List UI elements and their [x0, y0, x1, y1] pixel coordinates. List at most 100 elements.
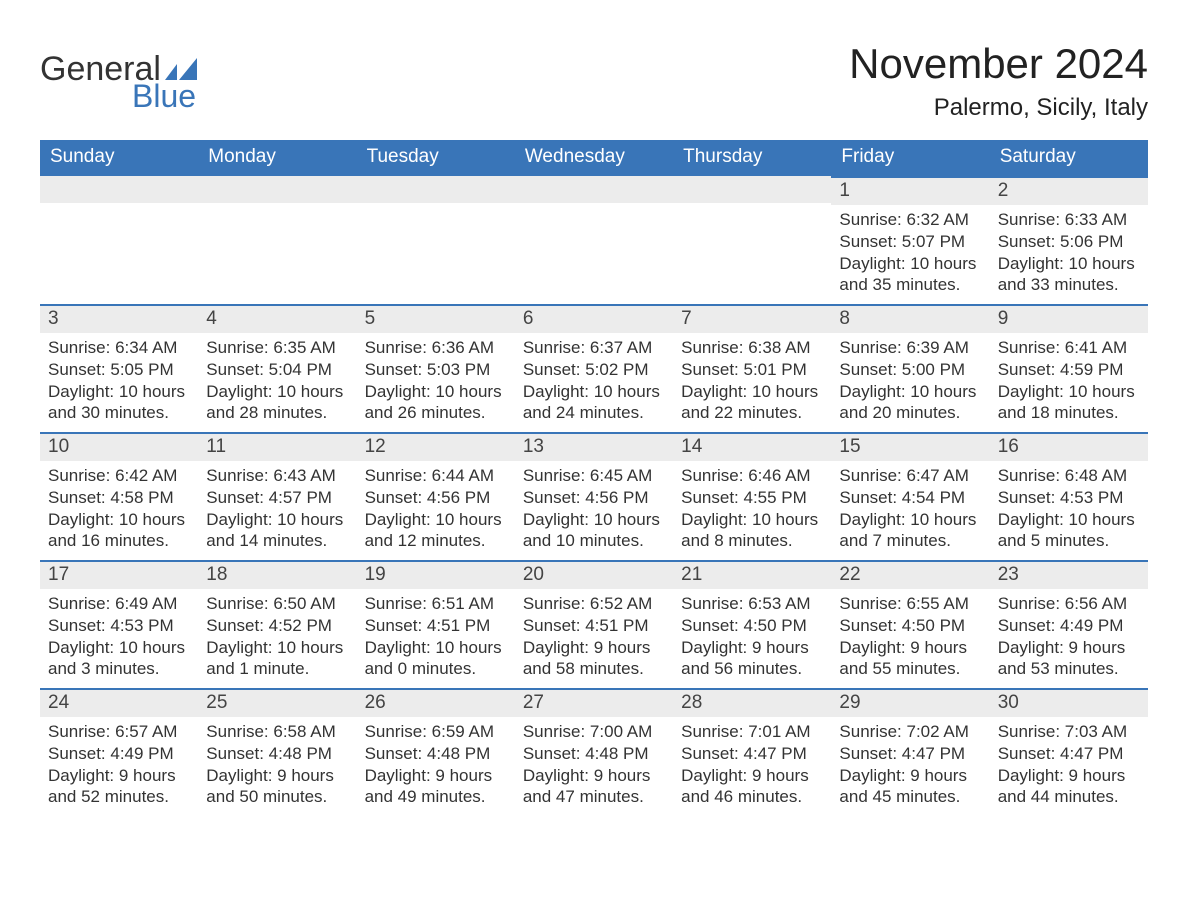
day-number: 7: [673, 306, 831, 333]
day-details: Sunrise: 6:50 AMSunset: 4:52 PMDaylight:…: [198, 589, 356, 688]
weekday-header: Friday: [831, 140, 989, 176]
day-details: Sunrise: 6:59 AMSunset: 4:48 PMDaylight:…: [357, 717, 515, 816]
day-number: 2: [990, 178, 1148, 205]
day-details: Sunrise: 7:00 AMSunset: 4:48 PMDaylight:…: [515, 717, 673, 816]
weekday-header: Tuesday: [357, 140, 515, 176]
header: General Blue November 2024 Palermo, Sici…: [40, 40, 1148, 122]
day-details: Sunrise: 7:02 AMSunset: 4:47 PMDaylight:…: [831, 717, 989, 816]
day-details: Sunrise: 6:32 AMSunset: 5:07 PMDaylight:…: [831, 205, 989, 304]
day-number: 16: [990, 434, 1148, 461]
calendar-cell-empty: [357, 176, 515, 304]
day-details: Sunrise: 6:53 AMSunset: 4:50 PMDaylight:…: [673, 589, 831, 688]
day-number: 27: [515, 690, 673, 717]
day-details: Sunrise: 6:57 AMSunset: 4:49 PMDaylight:…: [40, 717, 198, 816]
day-number: 8: [831, 306, 989, 333]
day-number: 5: [357, 306, 515, 333]
calendar-cell: 27Sunrise: 7:00 AMSunset: 4:48 PMDayligh…: [515, 688, 673, 816]
calendar-row: 10Sunrise: 6:42 AMSunset: 4:58 PMDayligh…: [40, 432, 1148, 560]
day-number: 20: [515, 562, 673, 589]
day-number: 24: [40, 690, 198, 717]
weekday-header: Monday: [198, 140, 356, 176]
calendar-cell: 14Sunrise: 6:46 AMSunset: 4:55 PMDayligh…: [673, 432, 831, 560]
calendar-cell: 21Sunrise: 6:53 AMSunset: 4:50 PMDayligh…: [673, 560, 831, 688]
calendar-cell: 13Sunrise: 6:45 AMSunset: 4:56 PMDayligh…: [515, 432, 673, 560]
day-number: 21: [673, 562, 831, 589]
calendar-cell: 24Sunrise: 6:57 AMSunset: 4:49 PMDayligh…: [40, 688, 198, 816]
day-number: 19: [357, 562, 515, 589]
day-details: Sunrise: 6:44 AMSunset: 4:56 PMDaylight:…: [357, 461, 515, 560]
calendar-cell-empty: [198, 176, 356, 304]
day-number: 28: [673, 690, 831, 717]
calendar-row: 1Sunrise: 6:32 AMSunset: 5:07 PMDaylight…: [40, 176, 1148, 304]
brand-logo: General Blue: [40, 52, 197, 112]
day-details: Sunrise: 6:38 AMSunset: 5:01 PMDaylight:…: [673, 333, 831, 432]
calendar-cell: 8Sunrise: 6:39 AMSunset: 5:00 PMDaylight…: [831, 304, 989, 432]
calendar-cell: 5Sunrise: 6:36 AMSunset: 5:03 PMDaylight…: [357, 304, 515, 432]
calendar-cell: 2Sunrise: 6:33 AMSunset: 5:06 PMDaylight…: [990, 176, 1148, 304]
day-details: Sunrise: 6:46 AMSunset: 4:55 PMDaylight:…: [673, 461, 831, 560]
weekday-header: Saturday: [990, 140, 1148, 176]
calendar-cell: 1Sunrise: 6:32 AMSunset: 5:07 PMDaylight…: [831, 176, 989, 304]
day-number: 22: [831, 562, 989, 589]
calendar-row: 17Sunrise: 6:49 AMSunset: 4:53 PMDayligh…: [40, 560, 1148, 688]
day-number: 13: [515, 434, 673, 461]
day-number: 12: [357, 434, 515, 461]
calendar-cell: 16Sunrise: 6:48 AMSunset: 4:53 PMDayligh…: [990, 432, 1148, 560]
calendar-cell-empty: [40, 176, 198, 304]
calendar-cell: 11Sunrise: 6:43 AMSunset: 4:57 PMDayligh…: [198, 432, 356, 560]
calendar-cell: 7Sunrise: 6:38 AMSunset: 5:01 PMDaylight…: [673, 304, 831, 432]
calendar-cell: 9Sunrise: 6:41 AMSunset: 4:59 PMDaylight…: [990, 304, 1148, 432]
day-details: Sunrise: 6:52 AMSunset: 4:51 PMDaylight:…: [515, 589, 673, 688]
day-number: 25: [198, 690, 356, 717]
calendar-cell: 15Sunrise: 6:47 AMSunset: 4:54 PMDayligh…: [831, 432, 989, 560]
brand-mark-icon: [165, 58, 197, 80]
day-details: Sunrise: 6:37 AMSunset: 5:02 PMDaylight:…: [515, 333, 673, 432]
day-number: 6: [515, 306, 673, 333]
day-details: Sunrise: 6:49 AMSunset: 4:53 PMDaylight:…: [40, 589, 198, 688]
day-details: Sunrise: 6:45 AMSunset: 4:56 PMDaylight:…: [515, 461, 673, 560]
weekday-header: Wednesday: [515, 140, 673, 176]
day-number-empty: [673, 176, 831, 203]
calendar-cell-empty: [673, 176, 831, 304]
day-number: 10: [40, 434, 198, 461]
day-number: 11: [198, 434, 356, 461]
calendar-table: SundayMondayTuesdayWednesdayThursdayFrid…: [40, 140, 1148, 816]
calendar-cell: 17Sunrise: 6:49 AMSunset: 4:53 PMDayligh…: [40, 560, 198, 688]
day-number: 18: [198, 562, 356, 589]
day-details: Sunrise: 7:03 AMSunset: 4:47 PMDaylight:…: [990, 717, 1148, 816]
day-details: Sunrise: 6:35 AMSunset: 5:04 PMDaylight:…: [198, 333, 356, 432]
day-number-empty: [515, 176, 673, 203]
day-number: 15: [831, 434, 989, 461]
day-number: 4: [198, 306, 356, 333]
day-details: Sunrise: 6:39 AMSunset: 5:00 PMDaylight:…: [831, 333, 989, 432]
day-details: Sunrise: 6:34 AMSunset: 5:05 PMDaylight:…: [40, 333, 198, 432]
day-number: 9: [990, 306, 1148, 333]
day-details: Sunrise: 6:36 AMSunset: 5:03 PMDaylight:…: [357, 333, 515, 432]
day-details: Sunrise: 7:01 AMSunset: 4:47 PMDaylight:…: [673, 717, 831, 816]
day-details: Sunrise: 6:55 AMSunset: 4:50 PMDaylight:…: [831, 589, 989, 688]
weekday-header: Sunday: [40, 140, 198, 176]
page-title: November 2024: [849, 40, 1148, 88]
calendar-cell: 25Sunrise: 6:58 AMSunset: 4:48 PMDayligh…: [198, 688, 356, 816]
day-details: Sunrise: 6:33 AMSunset: 5:06 PMDaylight:…: [990, 205, 1148, 304]
calendar-cell: 26Sunrise: 6:59 AMSunset: 4:48 PMDayligh…: [357, 688, 515, 816]
calendar-cell: 20Sunrise: 6:52 AMSunset: 4:51 PMDayligh…: [515, 560, 673, 688]
day-details: Sunrise: 6:48 AMSunset: 4:53 PMDaylight:…: [990, 461, 1148, 560]
day-number-empty: [198, 176, 356, 203]
calendar-row: 3Sunrise: 6:34 AMSunset: 5:05 PMDaylight…: [40, 304, 1148, 432]
day-number-empty: [357, 176, 515, 203]
day-details: Sunrise: 6:56 AMSunset: 4:49 PMDaylight:…: [990, 589, 1148, 688]
calendar-cell: 23Sunrise: 6:56 AMSunset: 4:49 PMDayligh…: [990, 560, 1148, 688]
weekday-header: Thursday: [673, 140, 831, 176]
day-number: 30: [990, 690, 1148, 717]
calendar-cell: 19Sunrise: 6:51 AMSunset: 4:51 PMDayligh…: [357, 560, 515, 688]
calendar-cell: 28Sunrise: 7:01 AMSunset: 4:47 PMDayligh…: [673, 688, 831, 816]
calendar-cell: 29Sunrise: 7:02 AMSunset: 4:47 PMDayligh…: [831, 688, 989, 816]
day-details: Sunrise: 6:43 AMSunset: 4:57 PMDaylight:…: [198, 461, 356, 560]
calendar-row: 24Sunrise: 6:57 AMSunset: 4:49 PMDayligh…: [40, 688, 1148, 816]
calendar-cell: 4Sunrise: 6:35 AMSunset: 5:04 PMDaylight…: [198, 304, 356, 432]
day-number: 29: [831, 690, 989, 717]
page-subtitle: Palermo, Sicily, Italy: [849, 94, 1148, 122]
day-details: Sunrise: 6:51 AMSunset: 4:51 PMDaylight:…: [357, 589, 515, 688]
calendar-cell: 18Sunrise: 6:50 AMSunset: 4:52 PMDayligh…: [198, 560, 356, 688]
